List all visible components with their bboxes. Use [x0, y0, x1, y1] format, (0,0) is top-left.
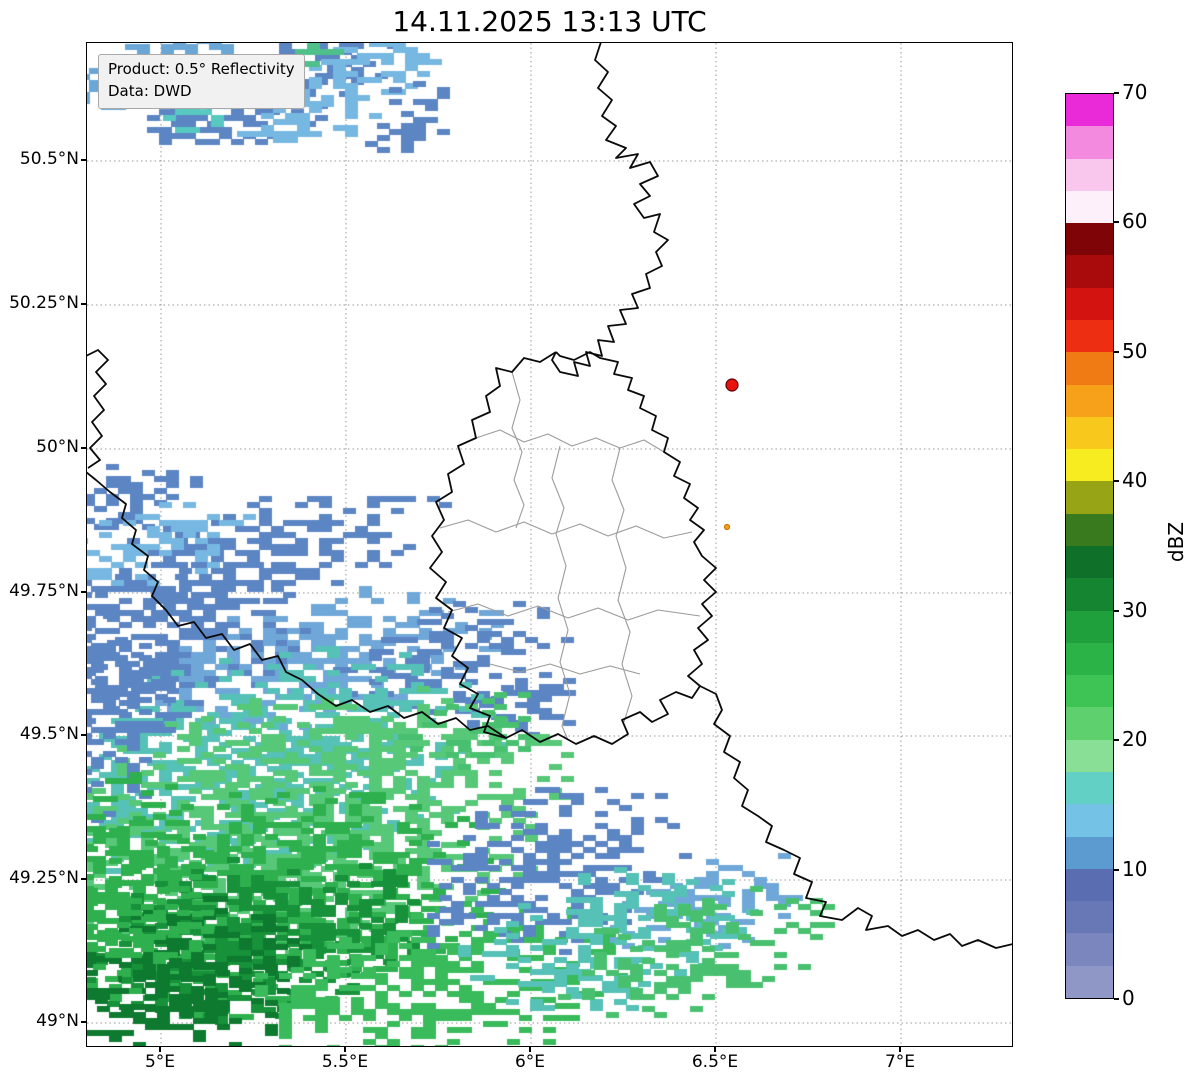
info-source-line: Data: DWD: [108, 81, 192, 100]
radar-echo-layer: [87, 43, 1012, 1046]
colorbar-segment: [1066, 415, 1113, 450]
colorbar-label: dBZ: [1164, 521, 1188, 563]
colorbar-tick-label: 0: [1122, 986, 1135, 1010]
figure-title: 14.11.2025 13:13 UTC: [392, 5, 707, 38]
colorbar-segment: [1066, 770, 1113, 805]
x-tick-mark: [344, 1047, 346, 1052]
colorbar-segment: [1066, 802, 1113, 837]
y-tick-label: 49°N: [36, 1011, 79, 1031]
colorbar-segment: [1066, 382, 1113, 417]
colorbar-segment: [1066, 94, 1113, 127]
colorbar-segment: [1066, 124, 1113, 159]
colorbar-tick-label: 10: [1122, 856, 1148, 881]
colorbar-tick-mark: [1114, 868, 1119, 871]
colorbar-segment: [1066, 285, 1113, 320]
x-tick-label: 7°E: [884, 1052, 916, 1072]
colorbar-tick-label: 60: [1122, 209, 1148, 234]
y-tick-mark: [81, 303, 86, 305]
x-tick-mark: [899, 1047, 901, 1052]
x-tick-label: 6°E: [514, 1052, 546, 1072]
x-tick-mark: [159, 1047, 161, 1052]
x-tick-mark: [714, 1047, 716, 1052]
y-tick-label: 50.5°N: [19, 149, 79, 169]
colorbar-segment: [1066, 318, 1113, 353]
y-tick-label: 49.75°N: [9, 581, 79, 601]
colorbar-segment: [1066, 350, 1113, 385]
y-tick-mark: [81, 1021, 86, 1023]
colorbar-segment: [1066, 899, 1113, 934]
y-tick-mark: [81, 591, 86, 593]
y-tick-label: 50.25°N: [9, 293, 79, 313]
colorbar-segment: [1066, 705, 1113, 740]
y-tick-label: 49.5°N: [19, 724, 79, 744]
colorbar-segment: [1066, 673, 1113, 708]
x-tick-mark: [529, 1047, 531, 1052]
colorbar-segment: [1066, 834, 1113, 869]
colorbar-tick-label: 40: [1122, 468, 1148, 493]
colorbar-segment: [1066, 737, 1113, 772]
colorbar-segment: [1066, 221, 1113, 256]
colorbar-segment: [1066, 447, 1113, 482]
colorbar-segment: [1066, 641, 1113, 676]
info-product-line: Product: 0.5° Reflectivity: [108, 60, 295, 78]
colorbar-segment: [1066, 544, 1113, 579]
x-tick-label: 5°E: [144, 1052, 176, 1072]
colorbar-segment: [1066, 156, 1113, 191]
colorbar-tick-mark: [1114, 998, 1119, 1000]
info-box: Product: 0.5° Reflectivity Data: DWD: [98, 54, 305, 109]
colorbar-segment: [1066, 253, 1113, 288]
colorbar-tick-mark: [1114, 221, 1119, 224]
colorbar-tick-mark: [1114, 92, 1119, 94]
colorbar-segment: [1066, 931, 1113, 966]
colorbar-tick-mark: [1114, 480, 1119, 483]
colorbar-tick-label: 20: [1122, 727, 1148, 752]
colorbar-segment: [1066, 608, 1113, 643]
map-plot: Product: 0.5° Reflectivity Data: DWD: [86, 42, 1013, 1047]
colorbar: [1065, 93, 1114, 999]
y-tick-mark: [81, 447, 86, 449]
y-tick-label: 50°N: [36, 437, 79, 457]
x-tick-label: 6.5°E: [691, 1052, 739, 1072]
y-tick-mark: [81, 159, 86, 161]
colorbar-segment: [1066, 867, 1113, 902]
colorbar-tick-mark: [1114, 609, 1119, 612]
colorbar-tick-label: 70: [1122, 80, 1148, 104]
colorbar-segment: [1066, 576, 1113, 611]
colorbar-tick-mark: [1114, 350, 1119, 353]
colorbar-segment: [1066, 963, 1113, 998]
y-tick-mark: [81, 734, 86, 736]
colorbar-tick-label: 50: [1122, 338, 1148, 363]
colorbar-segment: [1066, 511, 1113, 546]
y-tick-label: 49.25°N: [9, 868, 79, 888]
colorbar-tick-mark: [1114, 739, 1119, 742]
colorbar-segment: [1066, 479, 1113, 514]
colorbar-tick-label: 30: [1122, 597, 1148, 622]
y-tick-mark: [81, 878, 86, 880]
colorbar-segment: [1066, 189, 1113, 224]
x-tick-label: 5.5°E: [321, 1052, 369, 1072]
